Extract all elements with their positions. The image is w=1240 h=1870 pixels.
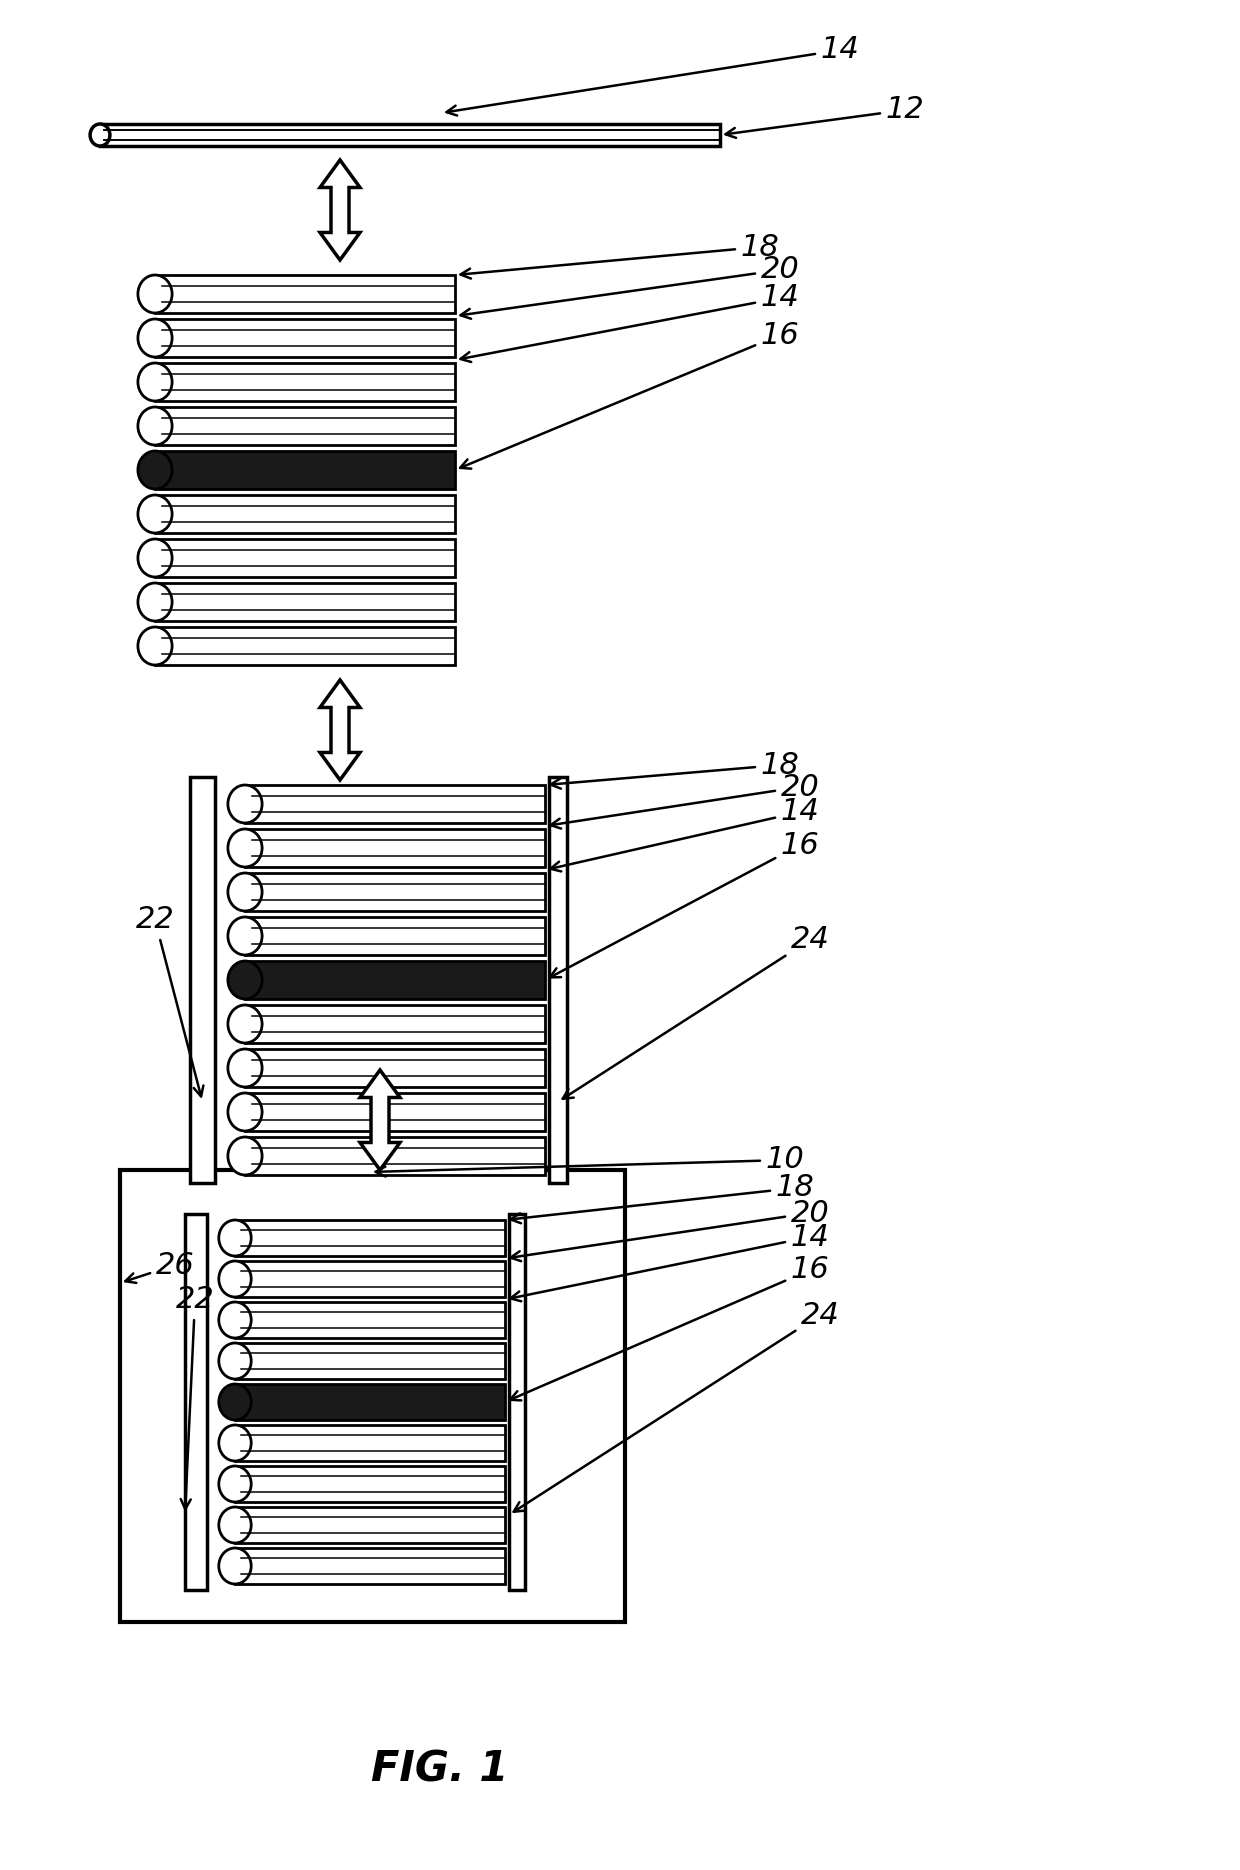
Ellipse shape: [218, 1425, 252, 1460]
Ellipse shape: [138, 408, 172, 445]
Text: 20: 20: [460, 256, 800, 318]
Bar: [236, 1260, 505, 1298]
Bar: [236, 1219, 505, 1257]
Ellipse shape: [138, 451, 172, 488]
Text: 16: 16: [460, 320, 800, 469]
Bar: [155, 451, 455, 488]
Ellipse shape: [138, 496, 172, 533]
Bar: [246, 785, 546, 823]
Text: 14: 14: [551, 797, 820, 871]
Text: FIG. 1: FIG. 1: [371, 1748, 508, 1791]
Ellipse shape: [228, 828, 262, 868]
Bar: [236, 1384, 505, 1419]
Polygon shape: [320, 681, 360, 780]
Bar: [155, 320, 455, 357]
Text: 16: 16: [549, 830, 820, 978]
Text: 18: 18: [460, 232, 780, 279]
Ellipse shape: [218, 1384, 252, 1419]
Ellipse shape: [218, 1548, 252, 1584]
Ellipse shape: [228, 961, 262, 999]
Ellipse shape: [138, 275, 172, 312]
Bar: [190, 778, 215, 1184]
Bar: [246, 1004, 546, 1043]
Bar: [508, 1214, 525, 1590]
Text: 12: 12: [725, 95, 924, 138]
Polygon shape: [360, 1070, 401, 1171]
Bar: [155, 496, 455, 533]
Bar: [100, 123, 720, 146]
Ellipse shape: [138, 583, 172, 621]
Ellipse shape: [218, 1260, 252, 1298]
Bar: [155, 539, 455, 578]
Bar: [236, 1425, 505, 1460]
Text: 14: 14: [511, 1223, 830, 1302]
Text: 22: 22: [135, 905, 203, 1096]
Ellipse shape: [218, 1466, 252, 1502]
Text: 20: 20: [511, 1199, 830, 1260]
Ellipse shape: [228, 916, 262, 956]
Ellipse shape: [138, 320, 172, 357]
Bar: [155, 583, 455, 621]
Bar: [246, 1049, 546, 1086]
Bar: [236, 1343, 505, 1378]
Text: 14: 14: [446, 36, 859, 116]
Bar: [549, 778, 567, 1184]
Ellipse shape: [91, 123, 110, 146]
Bar: [236, 1302, 505, 1339]
Ellipse shape: [228, 873, 262, 911]
Polygon shape: [320, 161, 360, 260]
Ellipse shape: [138, 626, 172, 666]
Text: 26: 26: [125, 1251, 195, 1283]
Ellipse shape: [138, 539, 172, 578]
Bar: [120, 1171, 625, 1621]
Bar: [246, 916, 546, 956]
Ellipse shape: [138, 363, 172, 400]
Ellipse shape: [228, 1049, 262, 1086]
Bar: [246, 961, 546, 999]
Bar: [246, 1092, 546, 1131]
Text: 24: 24: [513, 1300, 839, 1511]
Bar: [155, 363, 455, 400]
Ellipse shape: [218, 1302, 252, 1339]
Ellipse shape: [218, 1219, 252, 1257]
Text: 14: 14: [460, 284, 800, 363]
Text: 24: 24: [563, 926, 830, 1100]
Ellipse shape: [228, 1137, 262, 1174]
Text: 20: 20: [551, 772, 820, 828]
Bar: [155, 626, 455, 666]
Bar: [246, 873, 546, 911]
Ellipse shape: [218, 1507, 252, 1543]
Text: 18: 18: [511, 1174, 815, 1223]
Bar: [246, 828, 546, 868]
Text: 22: 22: [176, 1285, 215, 1509]
Ellipse shape: [228, 785, 262, 823]
Bar: [236, 1548, 505, 1584]
Ellipse shape: [228, 1004, 262, 1043]
Bar: [236, 1466, 505, 1502]
Ellipse shape: [218, 1343, 252, 1378]
Text: 18: 18: [551, 750, 800, 789]
Bar: [155, 275, 455, 312]
Bar: [155, 408, 455, 445]
Bar: [236, 1507, 505, 1543]
Ellipse shape: [228, 1092, 262, 1131]
Text: 10: 10: [376, 1146, 805, 1176]
Bar: [246, 1137, 546, 1174]
Text: 16: 16: [510, 1255, 830, 1401]
Bar: [185, 1214, 207, 1590]
